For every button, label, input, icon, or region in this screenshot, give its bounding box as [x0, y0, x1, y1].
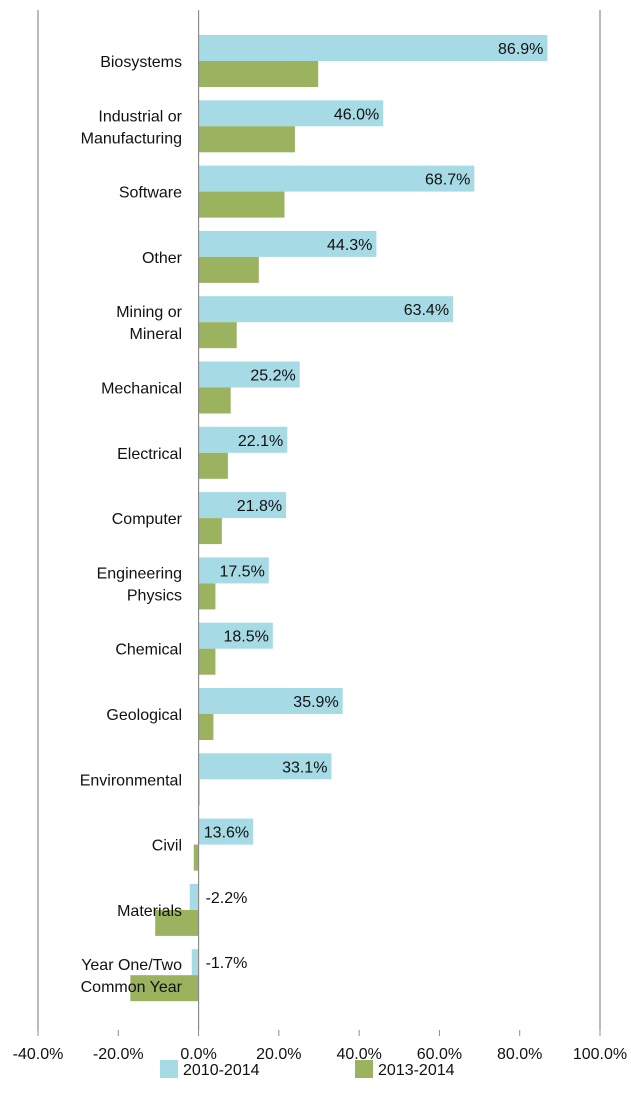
bar-2010-2014 — [198, 426, 288, 453]
x-tick-label: -20.0% — [93, 1046, 144, 1063]
data-label: 18.5% — [223, 629, 268, 646]
data-label: 22.1% — [238, 433, 283, 450]
bar-2010-2014 — [198, 35, 548, 61]
category-label: Biosystems — [100, 54, 182, 71]
data-label: 44.3% — [327, 237, 372, 254]
bar-2010-2014 — [198, 230, 377, 257]
category-label: Engineering — [97, 565, 182, 582]
x-tick-label: 100.0% — [573, 1046, 627, 1063]
data-label: 86.9% — [498, 41, 543, 58]
x-tick-label: 20.0% — [256, 1046, 301, 1063]
category-label: Environmental — [80, 772, 182, 789]
bar-2010-2014 — [198, 165, 475, 192]
legend-swatch — [355, 1060, 373, 1078]
bar-2013-2014 — [198, 518, 222, 545]
data-label: 25.2% — [250, 368, 295, 385]
bar-2013-2014 — [130, 975, 199, 1002]
category-label: Industrial or — [98, 108, 182, 125]
bar-2013-2014 — [198, 648, 216, 675]
data-label: 35.9% — [293, 694, 338, 711]
bar-2010-2014 — [198, 361, 300, 388]
bar-2010-2014 — [198, 688, 343, 714]
bar-2013-2014 — [155, 909, 199, 936]
bar-2010-2014 — [198, 818, 254, 845]
bar-2013-2014 — [198, 322, 237, 349]
bar-2010-2014 — [198, 622, 273, 649]
category-label: Geological — [106, 707, 182, 724]
data-label: 21.8% — [237, 498, 282, 515]
category-label: Mineral — [130, 326, 182, 343]
category-label: Computer — [112, 511, 183, 528]
x-tick-label: 60.0% — [417, 1046, 462, 1063]
category-label: Mechanical — [101, 381, 182, 398]
category-label: Civil — [152, 838, 182, 855]
data-label: 13.6% — [204, 825, 249, 842]
category-label: Physics — [127, 587, 182, 604]
bar-2013-2014 — [198, 61, 319, 87]
category-label: Year One/Two — [81, 957, 182, 974]
category-label: Software — [119, 185, 182, 202]
bar-2010-2014 — [198, 753, 332, 780]
bar-2013-2014 — [198, 714, 214, 740]
category-label: Chemical — [115, 642, 182, 659]
bar-2010-2014 — [189, 883, 199, 910]
x-tick-label: 40.0% — [336, 1046, 381, 1063]
data-label: -2.2% — [206, 890, 248, 907]
x-tick-label: 0.0% — [180, 1046, 216, 1063]
x-tick-label: -40.0% — [13, 1046, 64, 1063]
bar-2013-2014 — [198, 387, 231, 414]
bar-2013-2014 — [198, 256, 259, 283]
bar-2010-2014 — [198, 100, 384, 127]
category-label: Other — [142, 250, 183, 267]
legend-label: 2013-2014 — [378, 1062, 455, 1079]
bar-2010-2014 — [198, 557, 269, 584]
bar-2013-2014 — [198, 452, 228, 479]
category-label: Common Year — [81, 979, 183, 996]
legend-label: 2010-2014 — [183, 1062, 260, 1079]
data-label: 17.5% — [219, 563, 264, 580]
category-label: Manufacturing — [81, 130, 182, 147]
bar-2013-2014 — [198, 126, 295, 153]
category-label: Electrical — [117, 446, 182, 463]
x-tick-label: 80.0% — [497, 1046, 542, 1063]
category-label: Materials — [117, 903, 182, 920]
bar-2013-2014 — [198, 191, 285, 218]
bar-2010-2014 — [198, 492, 287, 519]
data-label: 68.7% — [425, 172, 470, 189]
category-label: Mining or — [116, 304, 182, 321]
bar-2010-2014 — [191, 949, 199, 976]
data-label: -1.7% — [206, 955, 248, 972]
bar-2013-2014 — [193, 844, 199, 871]
data-label: 63.4% — [404, 302, 449, 319]
data-label: 33.1% — [282, 759, 327, 776]
data-label: 46.0% — [334, 106, 379, 123]
legend-swatch — [160, 1060, 178, 1078]
bar-2010-2014 — [198, 296, 454, 323]
bar-2013-2014 — [198, 583, 216, 610]
